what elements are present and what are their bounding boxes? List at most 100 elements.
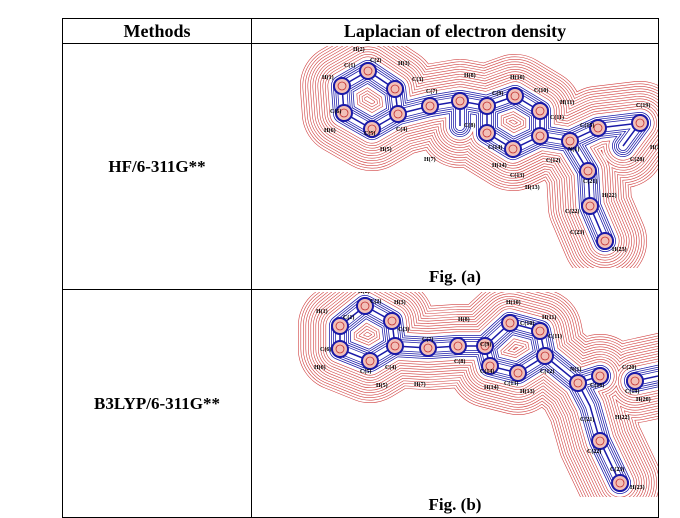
atom <box>510 365 526 381</box>
caption: Fig. (a) <box>252 267 658 287</box>
atom-label: H(14) <box>492 162 507 169</box>
atom-label: C(22) <box>565 208 579 215</box>
row: HF/6-311G** H(1)C(1)H(2)C(2)H(3)C(3)C(6)… <box>63 44 659 290</box>
atom-label: H(23) <box>630 484 645 491</box>
atom-label: H(3) <box>394 299 406 306</box>
atom <box>505 141 521 157</box>
figure: H(1)C(1)H(2)C(2)H(3)C(3)C(6)H(6)C(5)H(5)… <box>252 46 658 268</box>
atom-label: C(21) <box>580 416 594 423</box>
header-cell: Laplacian of electron density <box>252 19 659 44</box>
atom-label: H(11) <box>560 99 574 106</box>
atom-label: C(22) <box>587 448 601 455</box>
atom-label: C(20) <box>622 364 636 371</box>
atom <box>332 341 348 357</box>
atom-label: H(10) <box>506 299 521 306</box>
atom <box>537 348 553 364</box>
atom <box>582 198 598 214</box>
atom-label: C(8) <box>464 122 475 129</box>
atom-label: H(11) <box>542 314 556 321</box>
atom <box>362 353 378 369</box>
atom-label: H(8) <box>464 72 476 79</box>
atom <box>450 338 466 354</box>
atom-label: C(13) <box>504 380 518 387</box>
atom-label: C(14) <box>488 144 502 151</box>
atom-label: C(13) <box>510 172 524 179</box>
atom-label: C(5) <box>360 368 371 375</box>
caption: Fig. (b) <box>252 495 658 515</box>
atom-label: H(2) <box>353 46 365 53</box>
atom <box>632 115 648 131</box>
atom <box>532 323 548 339</box>
atom-label: H(20) <box>636 396 651 403</box>
atom-label: C(19) <box>636 102 650 109</box>
atom-label: C(11) <box>548 333 562 340</box>
atom-label: H(6) <box>324 127 336 134</box>
atom-label: C(23) <box>570 229 584 236</box>
atom-label: C(8) <box>454 358 465 365</box>
atom-label: C(6) <box>330 108 341 115</box>
atom-label: C(1) <box>344 62 355 69</box>
atom-label: N(1) <box>570 366 581 373</box>
atom <box>360 63 376 79</box>
atom <box>479 125 495 141</box>
atom-label: C(6) <box>320 346 331 353</box>
atom-label: C(15) <box>580 122 594 129</box>
atom <box>597 233 613 249</box>
atom-label: H(5) <box>376 382 388 389</box>
atom-label: C(1) <box>343 314 354 321</box>
atom-label: H(1) <box>316 308 328 315</box>
atom-label: C(4) <box>396 126 407 133</box>
atom-label: H(10) <box>510 74 525 81</box>
atom-label: C(4) <box>385 364 396 371</box>
atom <box>627 373 643 389</box>
atom <box>387 81 403 97</box>
header-row: Methods Laplacian of electron density <box>63 19 659 44</box>
atom <box>612 475 628 491</box>
atom-label: C(12) <box>540 368 554 375</box>
atom-label: H(13) <box>520 388 535 395</box>
page: Methods Laplacian of electron density HF… <box>0 0 680 518</box>
atom-label: C(16) <box>590 382 604 389</box>
atom-label: C(10) <box>520 320 534 327</box>
atom-label: N(1) <box>568 146 579 153</box>
row: B3LYP/6-311G** H(2)H(1)C(2)H(3)C(1)C(3)C… <box>63 290 659 518</box>
atom-label: C(21) <box>583 178 597 185</box>
figure: H(2)H(1)C(2)H(3)C(1)C(3)C(6)H(6)C(5)C(4)… <box>252 292 658 497</box>
atom-label: H(22) <box>602 192 617 199</box>
atom-label: H(8) <box>458 316 470 323</box>
atom <box>592 368 608 384</box>
method: B3LYP/6-311G** <box>63 290 252 518</box>
atom-label: H(13) <box>525 184 540 191</box>
results-table: Methods Laplacian of electron density HF… <box>62 18 659 518</box>
atom <box>387 338 403 354</box>
figure-cell: H(1)C(1)H(2)C(2)H(3)C(3)C(6)H(6)C(5)H(5)… <box>252 44 659 290</box>
atom <box>334 78 350 94</box>
atom <box>479 98 495 114</box>
atom <box>507 88 523 104</box>
atom-label: C(5) <box>364 130 375 137</box>
atom-label: C(7) <box>426 88 437 95</box>
atom <box>390 106 406 122</box>
atom <box>580 163 596 179</box>
atom <box>502 315 518 331</box>
atom <box>592 433 608 449</box>
atom-label: C(11) <box>550 114 564 121</box>
atom-label: H(23) <box>612 246 627 253</box>
method: HF/6-311G** <box>63 44 252 290</box>
atom <box>532 128 548 144</box>
atom <box>422 98 438 114</box>
atom-label: H(5) <box>380 146 392 153</box>
atom-label: C(7) <box>422 336 433 343</box>
atom-label: H(19) <box>650 144 658 151</box>
atom-label: C(10) <box>534 87 548 94</box>
atom-label: C(9) <box>492 90 503 97</box>
atom <box>532 103 548 119</box>
atom-label: C(3) <box>398 326 409 333</box>
figure-cell: H(2)H(1)C(2)H(3)C(1)C(3)C(6)H(6)C(5)C(4)… <box>252 290 659 518</box>
atom-label: C(2) <box>370 57 381 64</box>
atom-label: C(19) <box>625 388 639 395</box>
atom-label: H(3) <box>398 60 410 67</box>
atom-label: H(7) <box>414 381 426 388</box>
atom-label: C(9) <box>480 341 491 348</box>
atom-label: H(22) <box>615 414 630 421</box>
